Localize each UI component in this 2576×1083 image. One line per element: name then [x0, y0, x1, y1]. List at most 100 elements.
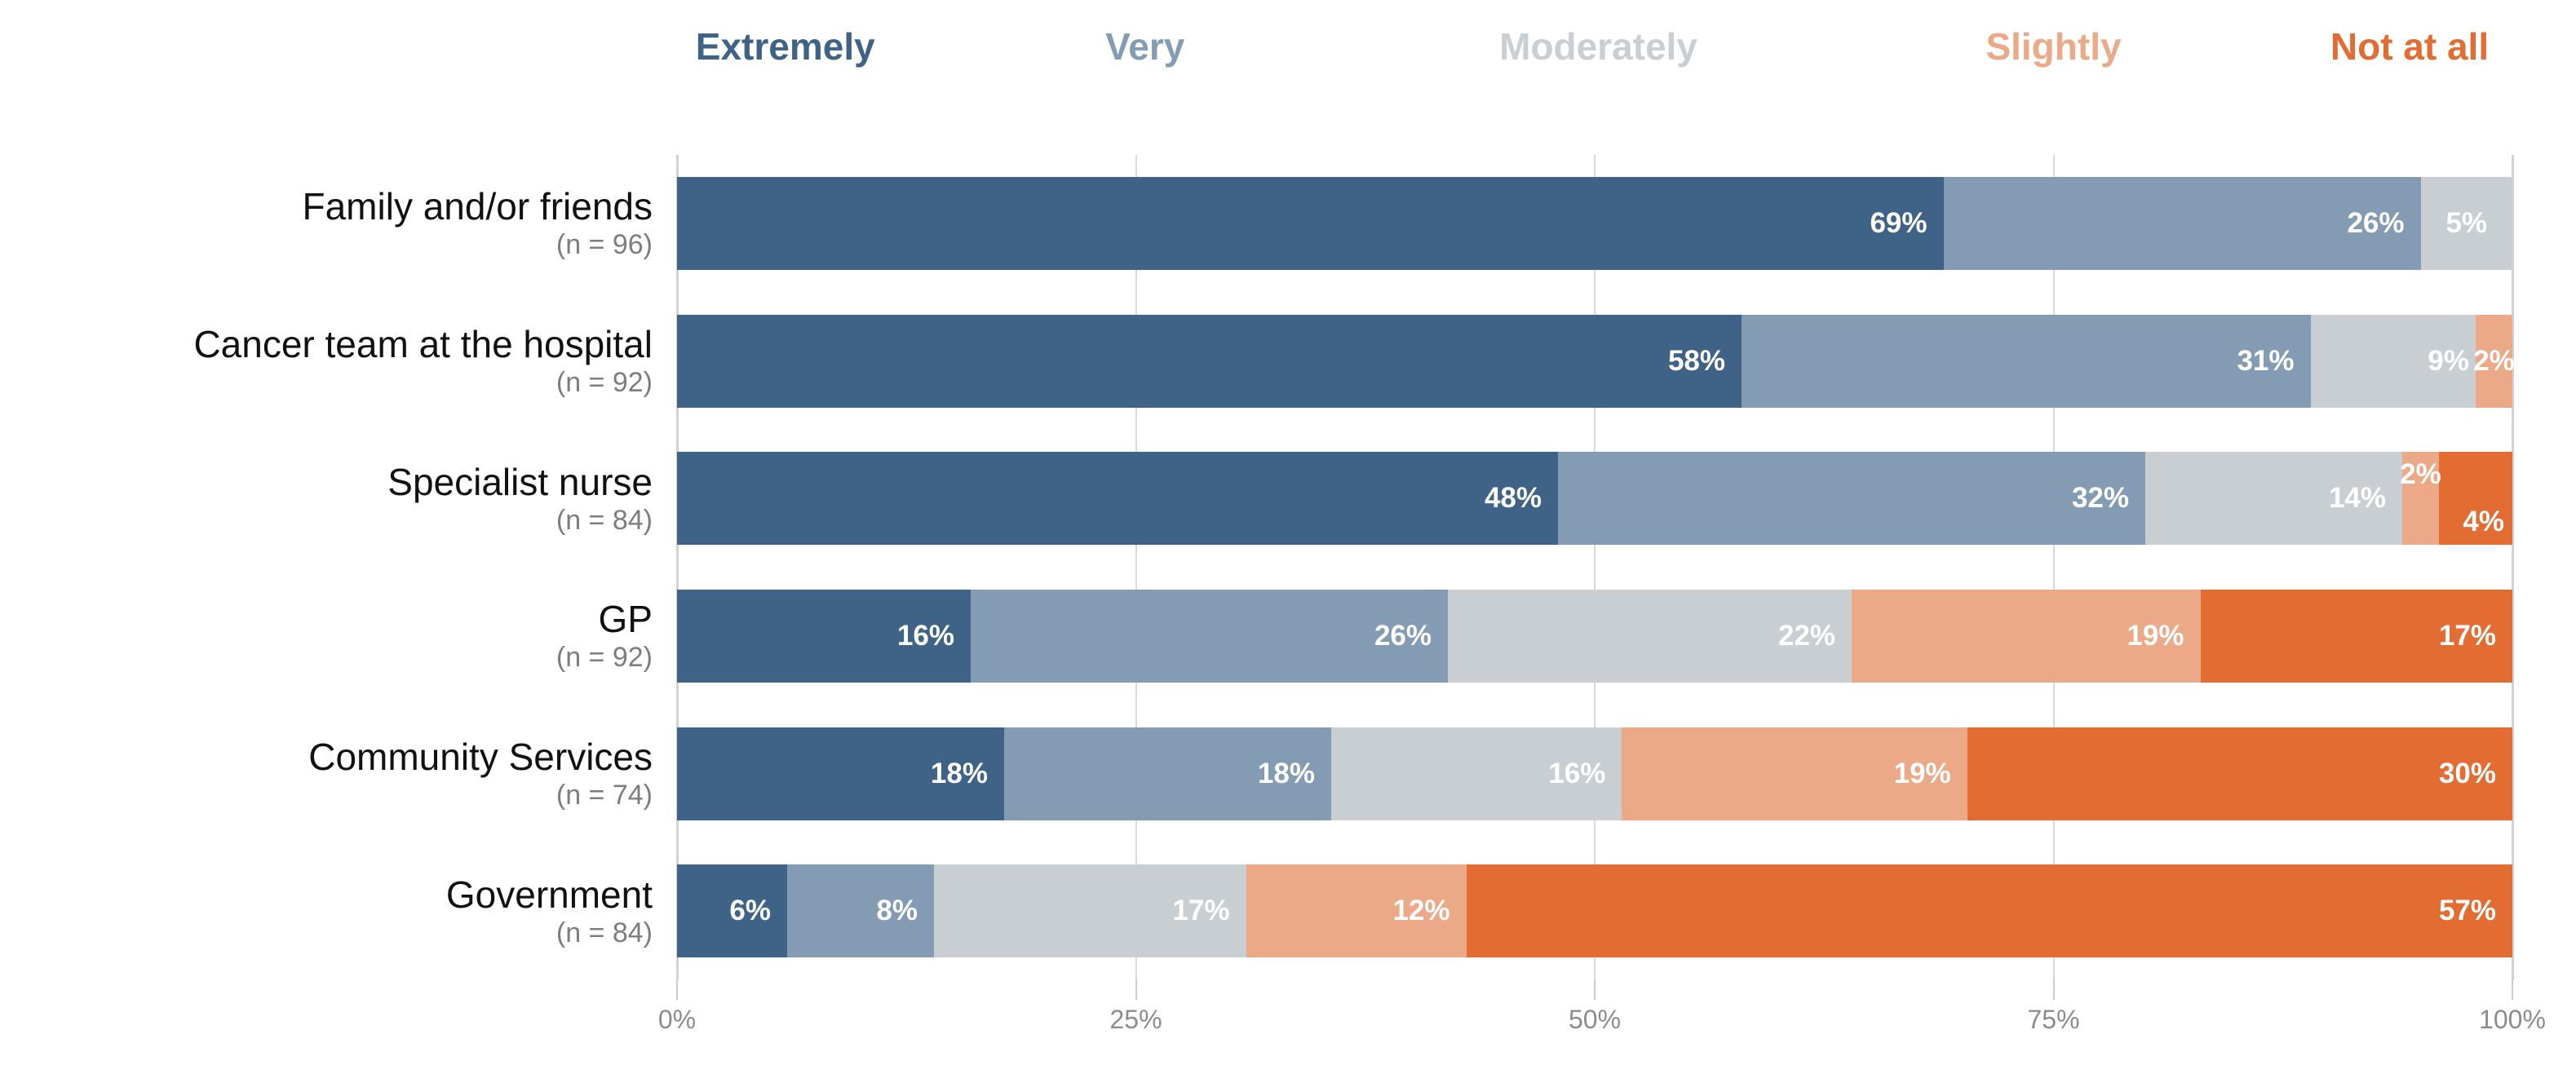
bar-segment-label: 17%: [1172, 895, 1230, 927]
bar-segment-label: 19%: [1893, 757, 1951, 789]
plot-area: 69% 26% 5% 58% 31% 9% 2% 48% 32% 14% 2% 4% 16% 26% 22%…: [676, 155, 2515, 1000]
category-label: Government: [445, 873, 653, 916]
category-labels: Family and/or friends (n = 96) Cancer team…: [0, 155, 653, 980]
bar-segment-moderately: 16%: [1330, 727, 1622, 820]
category-row: GP (n = 92): [0, 568, 653, 705]
bar-segment-not-at-all: 30%: [1967, 727, 2512, 820]
x-tick-mark: [1594, 980, 1596, 1000]
gridline: [676, 155, 679, 980]
bar-segment-moderately: 14%: [2145, 452, 2402, 546]
x-tick-label: 50%: [1568, 1005, 1622, 1034]
stacked-bar: 16% 26% 22% 19% 17%: [677, 589, 2512, 683]
bar-segment-label: 17%: [2438, 619, 2496, 652]
gridline: [2512, 155, 2514, 980]
category-row: Cancer team at the hospital (n = 92): [0, 293, 653, 431]
table-row: 16% 26% 22% 19% 17%: [677, 568, 2512, 705]
legend-item-slightly: Slightly: [1985, 25, 2122, 68]
bar-segment-slightly: 2%: [2400, 452, 2441, 546]
x-tick-label: 75%: [2027, 1005, 2080, 1034]
bar-segment-label: 30%: [2438, 757, 2496, 789]
bar-segment-very: 31%: [1742, 314, 2311, 408]
x-tick-mark: [2512, 980, 2513, 1000]
bar-segment-very: 26%: [1943, 177, 2421, 270]
legend-item-very: Very: [1105, 25, 1185, 68]
x-axis: 0% 25% 50% 75% 100%: [658, 1005, 2546, 1041]
bar-segment-label: 31%: [2237, 344, 2295, 377]
x-tick-mark: [1135, 980, 1137, 1000]
x-tick-mark: [2052, 980, 2055, 1000]
bar-segment-extremely: 6%: [677, 864, 787, 958]
stacked-bar: 69% 26% 5%: [677, 177, 2512, 270]
bar-segment-extremely: 18%: [677, 727, 1004, 820]
bar-segment-label: 2%: [2473, 344, 2515, 377]
sample-size-label: (n = 84): [555, 917, 653, 948]
bar-segment-label: 32%: [2071, 482, 2129, 515]
bar-segment-moderately: 5%: [2420, 177, 2512, 270]
bar-segment-label: 58%: [1667, 344, 1725, 377]
bar-segment-label: 18%: [930, 757, 988, 789]
stacked-bar: 6% 8% 17% 12% 57%: [677, 864, 2512, 958]
gridline: [1135, 155, 1137, 980]
category-row: Government (n = 84): [0, 842, 653, 980]
category-row: Family and/or friends (n = 96): [0, 155, 653, 293]
bar-segment-label: 2%: [2400, 458, 2441, 491]
bar-segment-label: 8%: [876, 895, 918, 927]
bar-segment-not-at-all: 57%: [1466, 864, 2512, 958]
legend-item-moderately: Moderately: [1499, 25, 1697, 68]
bar-segment-not-at-all: 17%: [2200, 589, 2512, 683]
bar-segment-very: 8%: [787, 864, 934, 958]
table-row: 58% 31% 9% 2%: [677, 293, 2515, 431]
bar-segment-label: 19%: [2127, 619, 2184, 652]
table-row: 6% 8% 17% 12% 57%: [677, 842, 2512, 980]
legend: Extremely Very Moderately Slightly Not at al…: [677, 18, 2512, 75]
bar-segment-label: 16%: [1548, 757, 1606, 789]
bar-segment-label: 9%: [2428, 344, 2469, 377]
bar-segment-moderately: 22%: [1448, 589, 1852, 683]
stacked-bar: 18% 18% 16% 19% 30%: [677, 727, 2512, 820]
bar-segment-not-at-all: 4%: [2439, 452, 2512, 546]
category-label: Family and/or friends: [302, 185, 653, 228]
bar-segment-very: 26%: [971, 589, 1448, 683]
category-label: Community Services: [308, 736, 653, 779]
table-row: 69% 26% 5%: [677, 155, 2512, 293]
x-tick-mark: [676, 980, 678, 1000]
bar-segment-label: 22%: [1777, 619, 1835, 652]
bar-segment-slightly: 19%: [1622, 727, 1967, 820]
bar-segment-slightly: 12%: [1246, 864, 1467, 958]
gridline: [2052, 155, 2055, 980]
category-label: Cancer team at the hospital: [193, 323, 653, 366]
bar-segment-label: 69%: [1870, 207, 1928, 239]
bar-segment-extremely: 69%: [677, 177, 1944, 270]
x-tick-label: 100%: [2479, 1005, 2546, 1034]
category-row: Specialist nurse (n = 84): [0, 430, 653, 568]
legend-item-extremely: Extremely: [695, 25, 875, 68]
bar-segment-extremely: 16%: [677, 589, 971, 683]
bar-segment-slightly: 19%: [1852, 589, 2201, 683]
bar-segment-label: 16%: [896, 619, 954, 652]
category-label: GP: [598, 598, 653, 641]
bar-segment-label: 5%: [2445, 207, 2488, 239]
sample-size-label: (n = 96): [555, 229, 653, 261]
sample-size-label: (n = 84): [555, 504, 653, 536]
bar-segment-very: 18%: [1003, 727, 1331, 820]
bar-segment-label: 12%: [1392, 895, 1450, 927]
stacked-bar: 58% 31% 9% 2%: [677, 314, 2515, 408]
sample-size-label: (n = 92): [555, 367, 653, 399]
bar-segment-label: 14%: [2328, 482, 2386, 515]
sample-size-label: (n = 92): [555, 642, 653, 674]
bar-segment-label: 57%: [2438, 895, 2496, 927]
bar-segment-moderately: 17%: [934, 864, 1246, 958]
bar-segment-moderately: 9%: [2310, 314, 2476, 408]
category-row: Community Services (n = 74): [0, 705, 653, 843]
x-tick-label: 25%: [1109, 1005, 1162, 1034]
stacked-bar: 48% 32% 14% 2% 4%: [677, 452, 2512, 546]
bar-segment-label: 26%: [2347, 207, 2405, 239]
bar-segment-extremely: 48%: [677, 452, 1558, 546]
table-row: 18% 18% 16% 19% 30%: [677, 705, 2512, 843]
legend-item-not-at-all: Not at all: [2330, 25, 2490, 68]
x-tick-label: 0%: [657, 1005, 697, 1034]
category-label: Specialist nurse: [387, 460, 653, 503]
bar-segment-extremely: 58%: [677, 314, 1742, 408]
bar-segment-label: 18%: [1257, 757, 1315, 789]
